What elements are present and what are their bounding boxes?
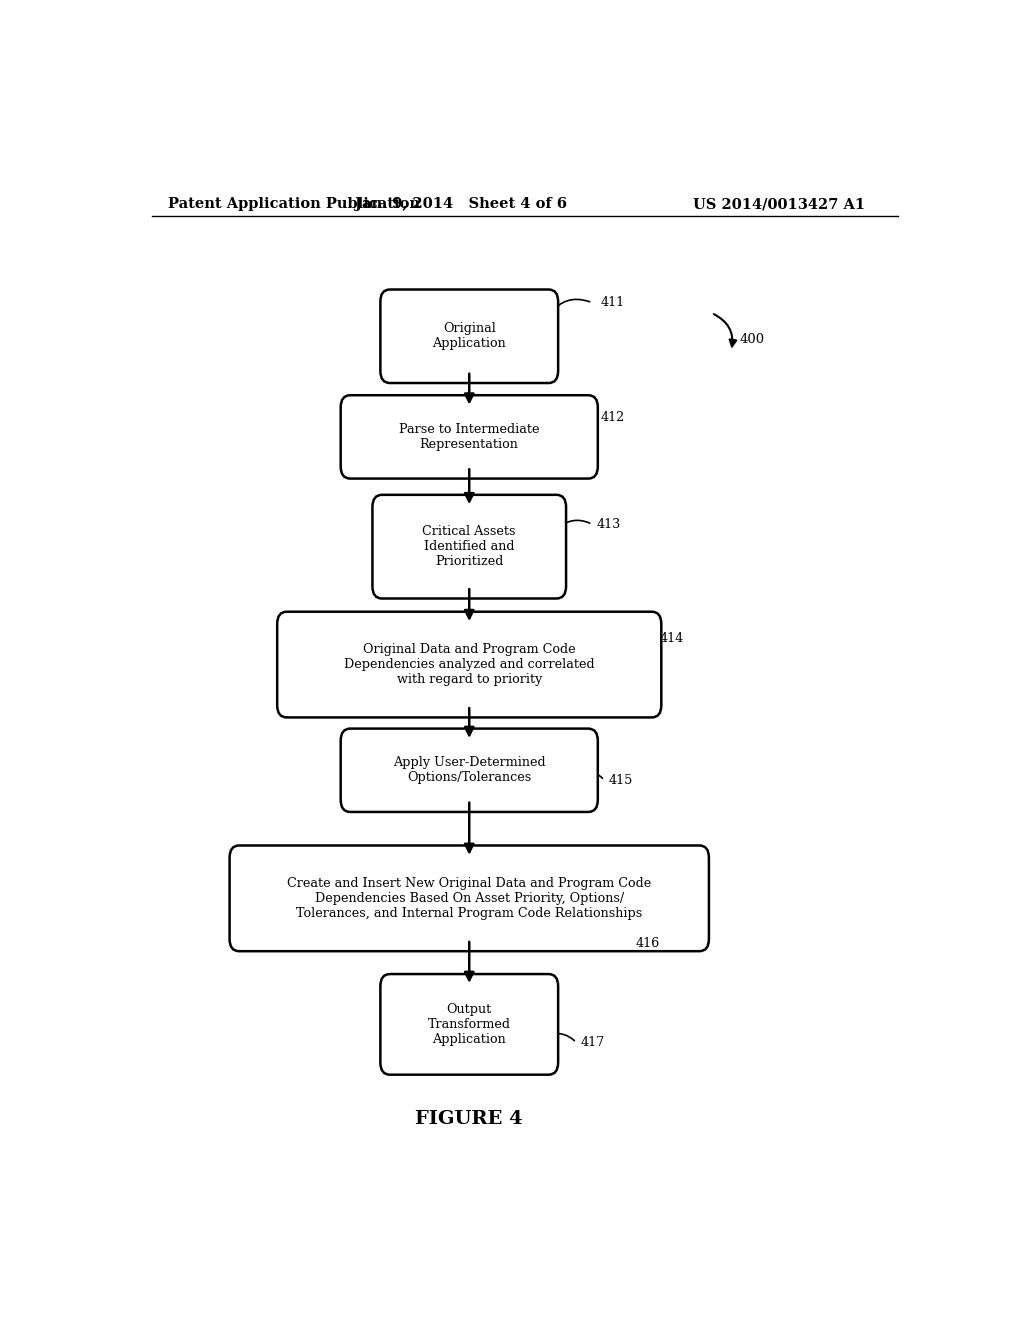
FancyBboxPatch shape [341,729,598,812]
FancyBboxPatch shape [380,974,558,1074]
Text: Original
Application: Original Application [432,322,506,350]
Text: 413: 413 [596,517,621,531]
Text: Jan. 9, 2014   Sheet 4 of 6: Jan. 9, 2014 Sheet 4 of 6 [355,197,567,211]
Text: Apply User-Determined
Options/Tolerances: Apply User-Determined Options/Tolerances [393,756,546,784]
Text: 411: 411 [600,296,625,309]
Text: 415: 415 [608,774,633,787]
Text: 416: 416 [636,937,660,949]
FancyBboxPatch shape [373,495,566,598]
Text: Critical Assets
Identified and
Prioritized: Critical Assets Identified and Prioritiz… [423,525,516,568]
Text: 412: 412 [600,411,625,424]
FancyBboxPatch shape [341,395,598,479]
Text: Patent Application Publication: Patent Application Publication [168,197,420,211]
Text: Original Data and Program Code
Dependencies analyzed and correlated
with regard : Original Data and Program Code Dependenc… [344,643,595,686]
Text: 400: 400 [739,333,764,346]
Text: US 2014/0013427 A1: US 2014/0013427 A1 [692,197,865,211]
Text: 417: 417 [581,1036,604,1049]
FancyBboxPatch shape [380,289,558,383]
FancyBboxPatch shape [229,846,709,952]
Text: Create and Insert New Original Data and Program Code
Dependencies Based On Asset: Create and Insert New Original Data and … [287,876,651,920]
Text: 414: 414 [659,632,684,644]
FancyBboxPatch shape [278,611,662,718]
Text: FIGURE 4: FIGURE 4 [416,1110,523,1127]
Text: Parse to Intermediate
Representation: Parse to Intermediate Representation [399,422,540,451]
Text: Output
Transformed
Application: Output Transformed Application [428,1003,511,1045]
